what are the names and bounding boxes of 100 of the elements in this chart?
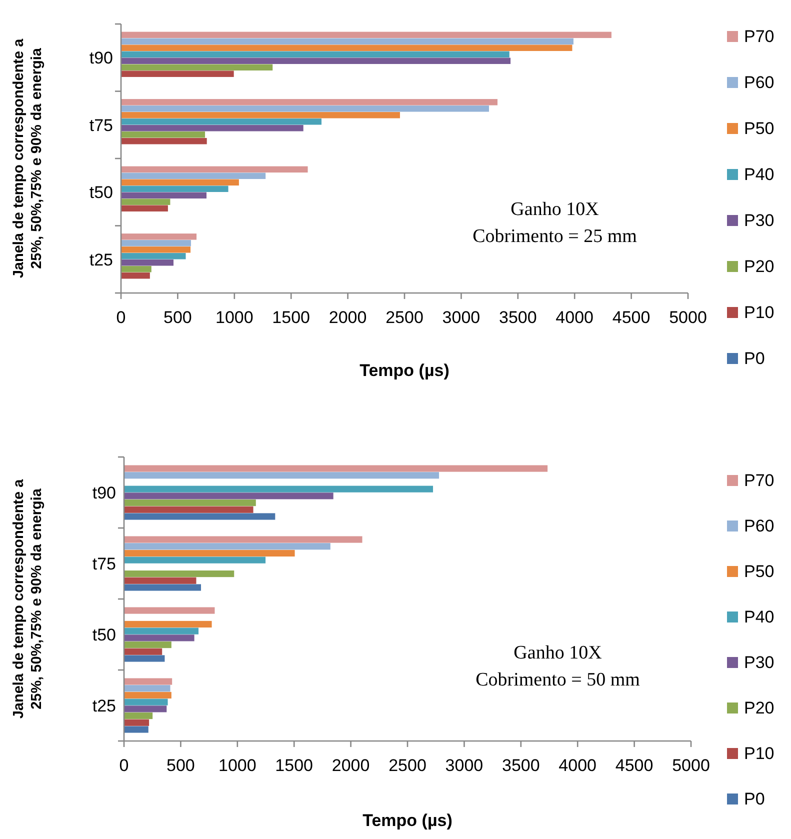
bar xyxy=(124,536,362,543)
bar xyxy=(121,166,308,173)
bar xyxy=(121,246,191,253)
bar xyxy=(121,138,207,144)
bar xyxy=(121,125,304,132)
bar xyxy=(124,607,215,614)
legend-label: P50 xyxy=(744,562,774,581)
bar xyxy=(121,38,574,45)
x-tick-label: 5000 xyxy=(669,308,707,327)
legend-label: P0 xyxy=(744,790,765,808)
bar xyxy=(124,556,266,564)
bar xyxy=(124,570,234,578)
legend-label: P20 xyxy=(744,257,774,276)
x-tick-label: 3000 xyxy=(445,756,484,775)
bar xyxy=(124,465,548,472)
bar xyxy=(121,112,400,118)
bar xyxy=(124,678,172,685)
bar xyxy=(124,634,194,642)
legend-label: P0 xyxy=(744,349,765,368)
legend-label: P10 xyxy=(744,303,774,322)
x-tick-label: 1500 xyxy=(275,756,314,775)
bar xyxy=(124,698,168,706)
annotation: Cobrimento = 50 mm xyxy=(476,670,640,691)
bar xyxy=(124,685,170,692)
bar xyxy=(121,198,170,205)
bar xyxy=(121,64,273,70)
bar xyxy=(121,118,322,125)
x-tick-label: 1000 xyxy=(215,308,254,327)
bar xyxy=(121,272,150,279)
bar xyxy=(121,106,489,112)
bar xyxy=(121,70,234,77)
y-tick-label: t75 xyxy=(89,116,113,135)
bar xyxy=(121,266,152,272)
legend-label: P30 xyxy=(744,211,774,230)
legend-label: P40 xyxy=(744,165,774,184)
y-tick-label: t90 xyxy=(89,48,113,68)
x-tick-label: 2000 xyxy=(332,756,370,775)
x-tick-label: 0 xyxy=(119,756,129,775)
bar xyxy=(124,543,330,550)
legend-label: P70 xyxy=(744,27,774,46)
y-tick-label: t50 xyxy=(92,626,116,644)
bar xyxy=(121,234,197,240)
bar xyxy=(124,486,434,492)
bar xyxy=(121,240,191,246)
annotation: Cobrimento = 25 mm xyxy=(472,226,638,247)
x-tick-label: 4000 xyxy=(556,308,594,327)
bar xyxy=(124,641,172,648)
legend-label: P20 xyxy=(744,698,774,718)
bar xyxy=(121,99,498,106)
x-tick-label: 500 xyxy=(164,308,192,327)
bar xyxy=(124,472,440,479)
bar xyxy=(124,506,254,513)
x-tick-label: 3000 xyxy=(442,308,480,327)
legend-label: P60 xyxy=(744,73,774,92)
legend-label: P10 xyxy=(744,744,774,763)
y-axis-title: Janela de tempo correspondente a 25%, 50%,75% e 90% da energia xyxy=(11,478,45,719)
legend-label: P40 xyxy=(744,608,774,626)
bar xyxy=(124,726,148,733)
legend-label: P60 xyxy=(744,516,774,536)
bar xyxy=(124,492,334,500)
bar xyxy=(121,186,228,192)
bar xyxy=(121,51,510,58)
bar xyxy=(124,577,196,584)
bar xyxy=(124,550,295,557)
x-tick-label: 2500 xyxy=(388,756,426,775)
x-tick-label: 4500 xyxy=(612,308,650,327)
legend-label: P70 xyxy=(744,471,774,490)
bar xyxy=(124,620,212,628)
x-tick-label: 500 xyxy=(166,756,195,775)
bar xyxy=(124,628,199,634)
bar xyxy=(124,712,153,720)
x-tick-label: 5000 xyxy=(672,756,710,775)
x-axis-title: Tempo (µs) xyxy=(362,811,452,830)
y-tick-label: t75 xyxy=(92,554,116,574)
y-axis-title: Janela de tempo correspondente a 25%, 50%,75% e 90% da energia xyxy=(11,38,45,278)
x-tick-label: 2000 xyxy=(328,308,367,327)
bar xyxy=(121,32,612,38)
bar xyxy=(121,131,206,138)
bar xyxy=(124,513,276,520)
bar xyxy=(121,253,186,260)
bar xyxy=(121,260,174,266)
bar xyxy=(124,692,172,699)
y-tick-label: t50 xyxy=(89,183,113,202)
bar xyxy=(124,655,165,662)
bar xyxy=(121,172,266,180)
bar xyxy=(121,192,207,198)
x-axis-title: Tempo (µs) xyxy=(360,361,450,380)
annotation: Ganho 10X xyxy=(514,642,602,664)
bar xyxy=(124,648,162,655)
bar xyxy=(124,499,256,506)
x-tick-label: 4000 xyxy=(558,756,597,775)
bar xyxy=(121,179,239,186)
bar xyxy=(124,719,150,726)
y-tick-label: t25 xyxy=(89,250,113,270)
y-tick-label: t90 xyxy=(92,484,116,502)
legend-label: P30 xyxy=(744,653,774,672)
bar xyxy=(121,58,511,64)
bar xyxy=(124,706,167,712)
y-tick-label: t25 xyxy=(92,696,116,716)
x-tick-label: 1500 xyxy=(272,308,310,327)
